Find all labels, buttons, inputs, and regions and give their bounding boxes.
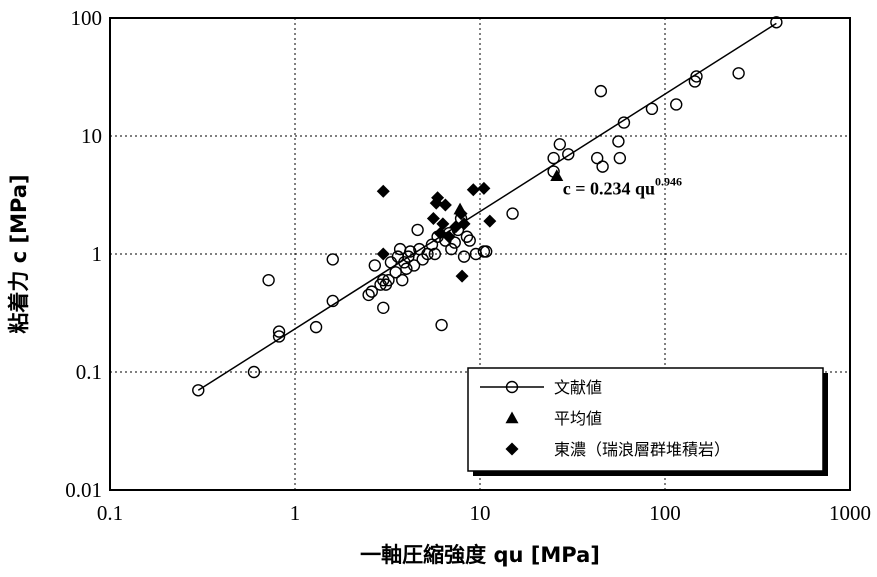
fit-line-group xyxy=(197,22,777,391)
average-point xyxy=(550,169,564,181)
tono-point xyxy=(436,217,450,231)
literature-point xyxy=(389,266,402,279)
literature-point xyxy=(407,259,421,272)
literature-point xyxy=(506,207,519,220)
literature-point xyxy=(732,67,745,80)
tono-point xyxy=(431,191,445,205)
literature-point xyxy=(460,230,474,243)
literature-point xyxy=(247,365,261,379)
literature-point xyxy=(309,320,323,334)
literature-point xyxy=(272,330,286,343)
y-tick-label: 100 xyxy=(71,6,103,30)
legend-marker xyxy=(505,442,519,456)
literature-point xyxy=(457,250,471,263)
literature-point xyxy=(690,70,703,83)
literature-point xyxy=(428,247,442,261)
x-tick-label: 1 xyxy=(290,501,301,525)
plot-frame xyxy=(109,17,851,491)
literature-point xyxy=(613,151,627,165)
literature-point xyxy=(596,160,609,173)
x-tick-label: 100 xyxy=(649,501,681,525)
literature-point xyxy=(362,288,375,302)
legend-label: 文献値 xyxy=(554,378,602,397)
literature-point xyxy=(368,259,382,272)
literature-point xyxy=(192,384,205,397)
literature-point xyxy=(617,116,631,129)
literature-point xyxy=(770,16,783,29)
literature-point xyxy=(400,262,413,275)
literature-point xyxy=(391,250,405,263)
literature-point xyxy=(612,135,625,148)
regression-annotation: c = 0.234 qu0.946 xyxy=(563,174,682,198)
y-tick-label: 0.01 xyxy=(65,478,102,502)
literature-point xyxy=(402,250,415,263)
tono-point xyxy=(376,247,390,261)
literature-point xyxy=(479,245,493,258)
literature-point xyxy=(547,151,560,165)
regression-equation: c = 0.234 qu0.946 xyxy=(563,174,682,198)
y-tick-label: 10 xyxy=(81,124,102,148)
legend-marker xyxy=(505,380,519,394)
literature-point xyxy=(326,294,339,308)
literature-point xyxy=(590,151,604,165)
tono-point xyxy=(426,211,440,225)
literature-point xyxy=(562,148,575,161)
literature-point xyxy=(396,273,409,287)
tono-point xyxy=(376,184,390,198)
literature-point xyxy=(445,242,458,256)
literature-point xyxy=(594,84,608,98)
tono-point xyxy=(457,217,471,231)
literature-point xyxy=(262,273,275,287)
literature-point xyxy=(382,273,395,287)
data-points xyxy=(192,16,783,397)
x-tick-label: 1000 xyxy=(829,501,871,525)
literature-point xyxy=(688,75,702,88)
legend-box xyxy=(467,367,824,472)
literature-point xyxy=(404,245,417,258)
literature-point xyxy=(365,285,378,298)
tono-point xyxy=(442,230,456,244)
x-tick-label: 0.1 xyxy=(97,501,123,525)
legend-marker xyxy=(505,411,519,424)
x-axis-title: 一軸圧縮強度 qu [MPa] xyxy=(360,543,600,567)
legend-label: 平均値 xyxy=(554,409,602,428)
literature-point xyxy=(326,253,339,266)
tono-point xyxy=(466,183,480,197)
tono-point xyxy=(483,214,497,228)
literature-point xyxy=(463,234,476,247)
tono-point xyxy=(438,198,452,212)
literature-point xyxy=(645,102,659,116)
regression-line xyxy=(197,22,777,391)
legend-label: 東濃（瑞浪層群堆積岩） xyxy=(554,440,730,459)
literature-point xyxy=(553,138,567,151)
literature-point xyxy=(272,325,286,338)
regression-equation-exponent: 0.946 xyxy=(655,174,682,188)
regression-equation-base: c = 0.234 qu xyxy=(563,178,655,198)
literature-point xyxy=(377,301,390,314)
literature-point xyxy=(670,98,683,111)
tono-point xyxy=(454,207,468,221)
tono-point xyxy=(455,269,469,283)
literature-point xyxy=(411,223,424,237)
x-tick-label: 10 xyxy=(470,501,491,525)
tono-point xyxy=(477,181,491,195)
y-tick-label: 0.1 xyxy=(76,360,102,384)
literature-point xyxy=(435,318,448,332)
y-tick-label: 1 xyxy=(92,242,103,266)
y-axis-title: 粘着力 c [MPa] xyxy=(7,174,31,333)
